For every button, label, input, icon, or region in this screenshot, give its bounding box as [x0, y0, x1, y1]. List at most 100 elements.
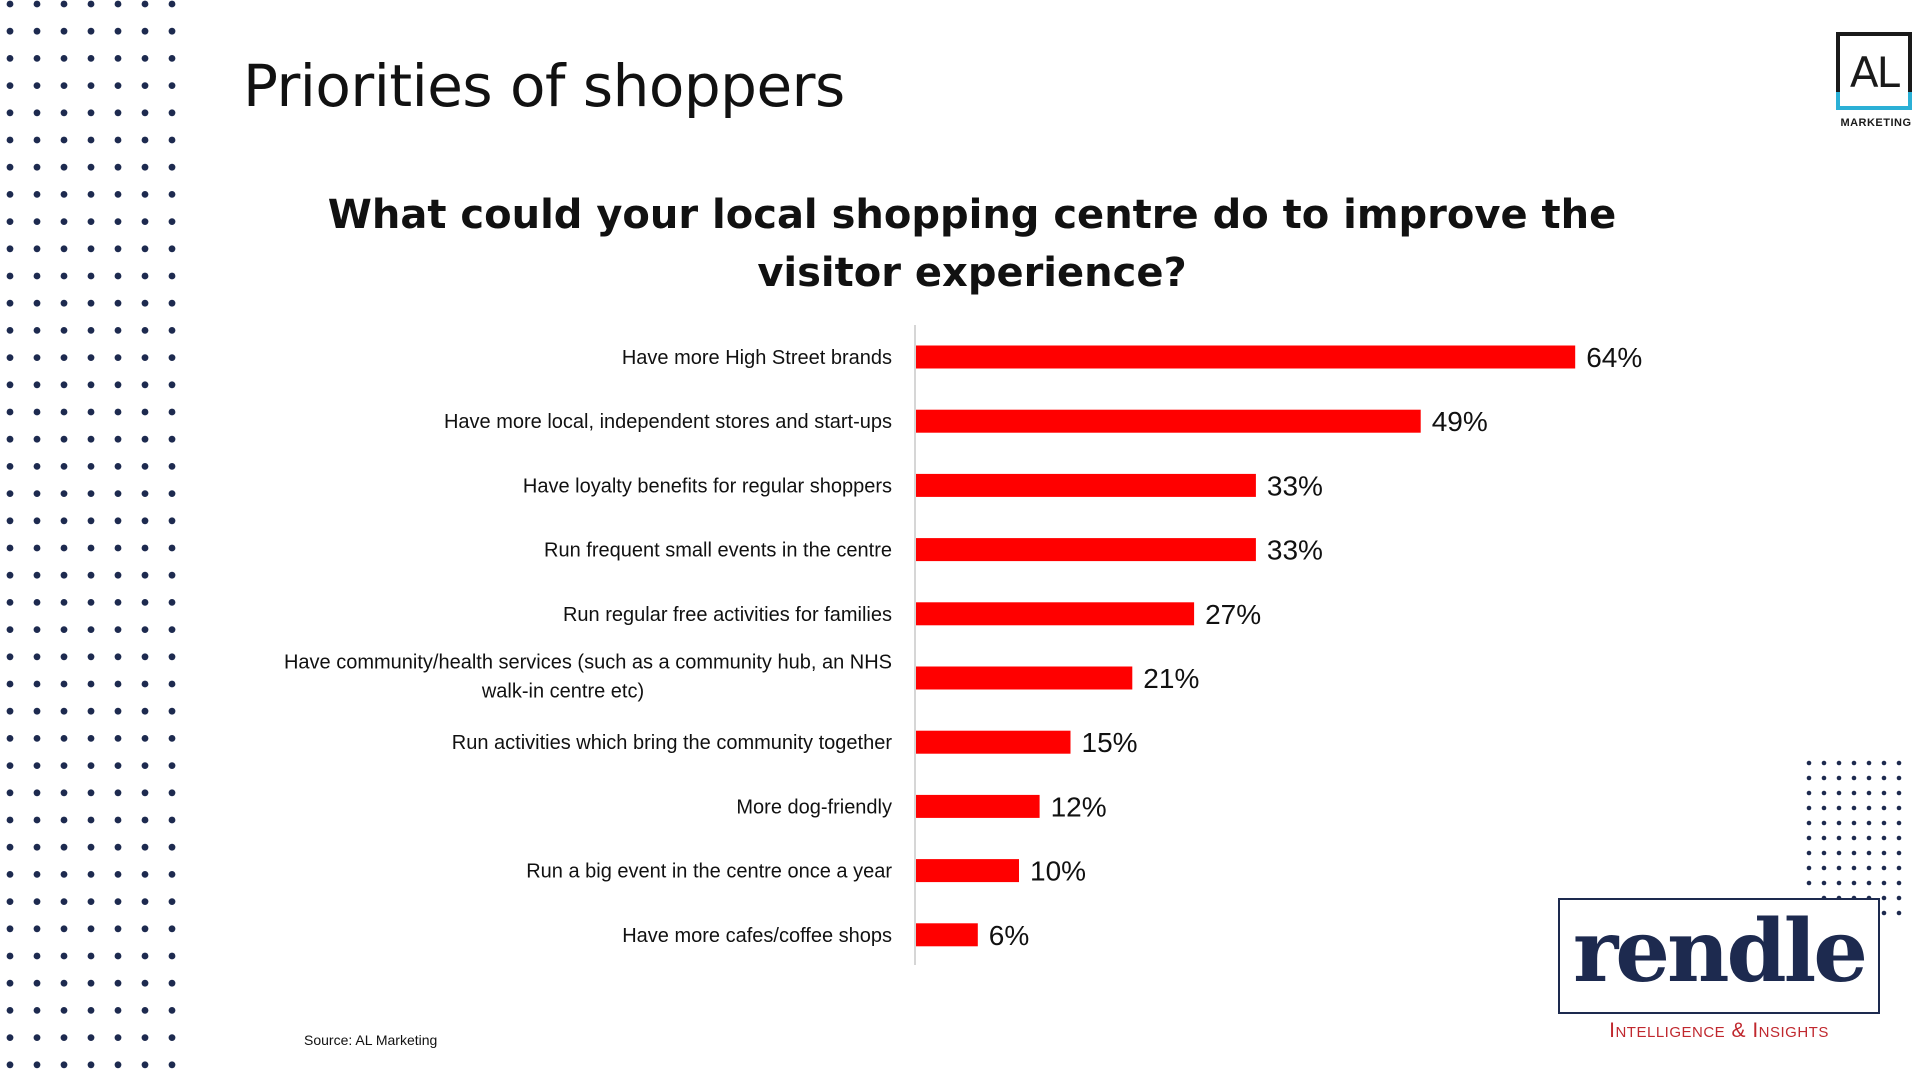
- decor-dot: [33, 789, 41, 797]
- decor-dot: [114, 979, 122, 987]
- decor-dot: [60, 789, 68, 797]
- decor-dot: [6, 707, 14, 715]
- slide-title: Priorities of shoppers: [243, 52, 845, 120]
- decor-dot: [60, 191, 68, 198]
- decor-dot: [1881, 835, 1887, 841]
- decor-dot: [141, 0, 149, 8]
- decor-dot: [1866, 850, 1872, 856]
- decor-dot: [141, 27, 149, 35]
- decor-dot: [168, 599, 176, 606]
- decor-dot: [33, 680, 41, 688]
- decor-dot: [87, 191, 95, 198]
- al-marketing-logo: AL MARKETING: [1834, 30, 1920, 130]
- decor-dot: [33, 435, 41, 443]
- decor-dot: [33, 544, 41, 552]
- decor-dot: [141, 1034, 149, 1041]
- bar: [916, 538, 1256, 562]
- decor-dot: [60, 435, 68, 443]
- decor-dot: [1866, 775, 1872, 781]
- decor-dot: [114, 408, 122, 416]
- decor-dot: [6, 299, 14, 307]
- decor-dot: [87, 0, 95, 8]
- decor-dot: [87, 898, 95, 905]
- decor-dot: [1806, 865, 1812, 871]
- decor-dot: [6, 1034, 14, 1041]
- decor-dot: [87, 272, 95, 280]
- decor-dot: [6, 82, 14, 89]
- decor-dot: [114, 680, 122, 688]
- decor-dot: [6, 680, 14, 688]
- decor-dot: [114, 626, 122, 633]
- decor-dot: [141, 163, 149, 171]
- decor-dot: [6, 191, 14, 198]
- decor-dot: [168, 299, 176, 307]
- rendle-logo-word: rendle: [1572, 901, 1868, 1002]
- decor-dot: [33, 735, 41, 742]
- decor-dot: [141, 762, 149, 769]
- decor-dot: [1866, 790, 1872, 796]
- decor-dot: [6, 55, 14, 62]
- decor-dot: [6, 163, 14, 171]
- decor-dot: [33, 517, 41, 525]
- decor-dot: [168, 544, 176, 552]
- decor-dot: [114, 191, 122, 198]
- decor-dot: [168, 163, 176, 171]
- decor-dot: [1851, 790, 1857, 796]
- decor-dot: [87, 707, 95, 715]
- decor-dot: [1896, 895, 1902, 901]
- decor-dot: [114, 707, 122, 715]
- decor-dot: [33, 626, 41, 633]
- decor-dot: [1896, 775, 1902, 781]
- decor-dot: [1836, 865, 1842, 871]
- decor-dot: [1836, 790, 1842, 796]
- decor-dot: [1881, 895, 1887, 901]
- source-note: Source: AL Marketing: [304, 1032, 438, 1048]
- decor-dot: [1836, 880, 1842, 886]
- decor-dot: [114, 816, 122, 824]
- decor-dot: [141, 1007, 149, 1014]
- decor-dot: [141, 599, 149, 606]
- decor-dot: [1851, 835, 1857, 841]
- decor-dot: [60, 272, 68, 280]
- decor-dot: [6, 925, 14, 933]
- al-logo-letters: AL: [1849, 48, 1900, 97]
- value-label: 33%: [1267, 470, 1323, 501]
- decor-dot: [141, 680, 149, 688]
- bar: [916, 730, 1071, 754]
- category-label: Run a big event in the centre once a yea…: [526, 861, 892, 883]
- decor-dot: [87, 816, 95, 824]
- decor-dot: [87, 952, 95, 960]
- decor-dot: [141, 354, 149, 361]
- decor-dot: [87, 354, 95, 361]
- decor-dot: [114, 898, 122, 905]
- decor-dot: [141, 381, 149, 389]
- decor-dot: [87, 544, 95, 552]
- decor-dot: [6, 327, 14, 334]
- decor-dot: [141, 408, 149, 416]
- dot-pattern-right: [1806, 760, 1902, 916]
- category-labels: Have more High Street brands Have more lo…: [284, 347, 892, 947]
- decor-dot: [33, 163, 41, 171]
- decor-dot: [6, 435, 14, 443]
- decor-dot: [1851, 775, 1857, 781]
- decor-dot: [141, 272, 149, 280]
- decor-dot: [1821, 820, 1827, 826]
- decor-dot: [87, 55, 95, 62]
- decor-dot: [6, 109, 14, 117]
- decor-dot: [33, 925, 41, 933]
- decor-dot: [1836, 775, 1842, 781]
- decor-dot: [87, 109, 95, 117]
- decor-dot: [1881, 760, 1887, 766]
- bar: [916, 666, 1133, 690]
- decor-dot: [141, 707, 149, 715]
- decor-dot: [114, 653, 122, 661]
- decor-dot: [114, 1007, 122, 1014]
- decor-dot: [141, 925, 149, 933]
- decor-dot: [60, 599, 68, 606]
- decor-dot: [1851, 880, 1857, 886]
- decor-dot: [6, 1061, 14, 1069]
- decor-dot: [60, 925, 68, 933]
- category-label: Run regular free activities for families: [563, 604, 892, 626]
- decor-dot: [60, 871, 68, 878]
- decor-dot: [87, 218, 95, 226]
